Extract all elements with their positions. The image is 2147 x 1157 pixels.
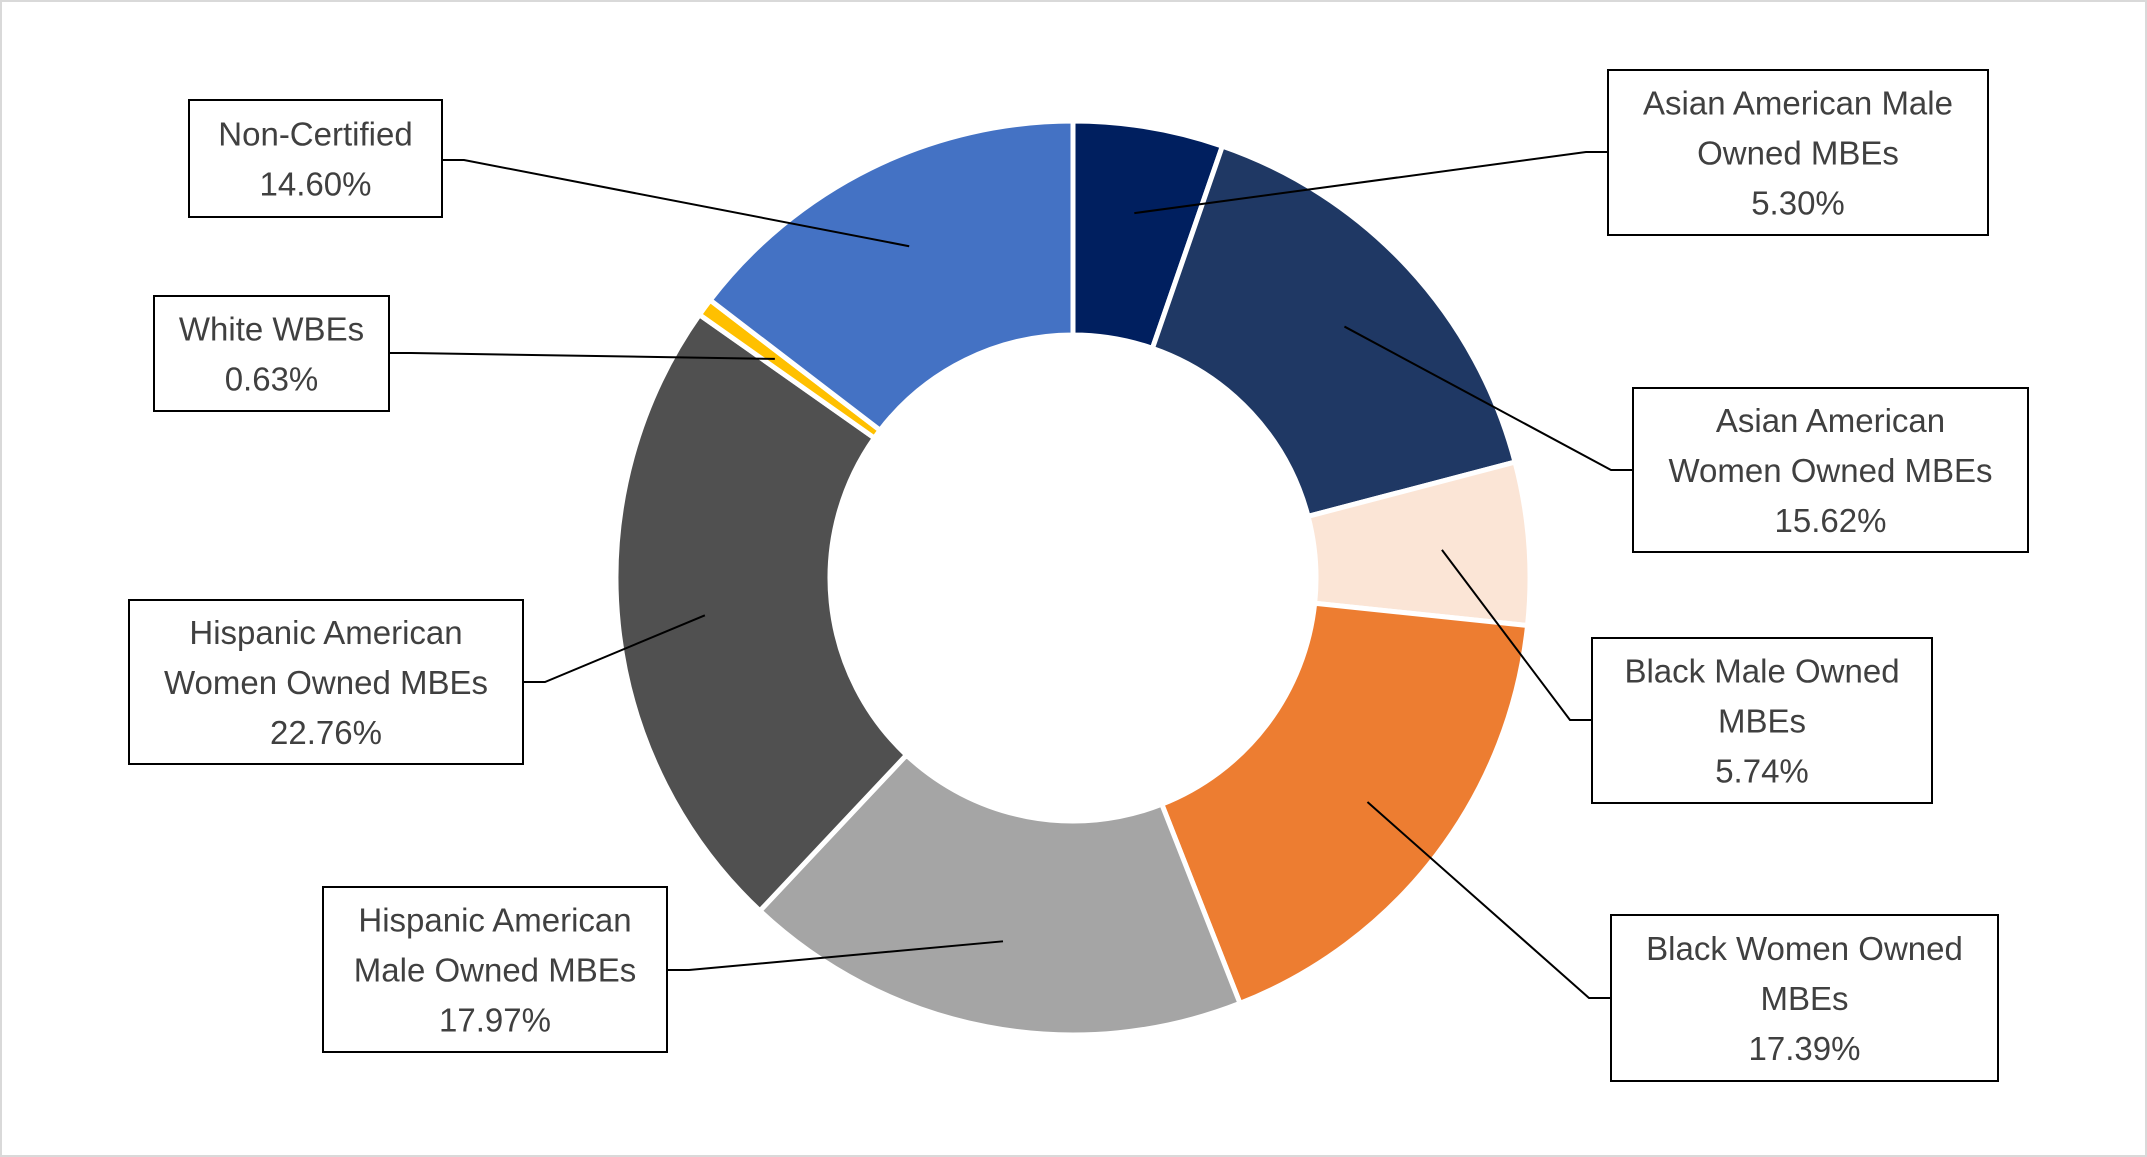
leader-line-3 bbox=[1366, 801, 1611, 999]
data-label-value-7: 14.60% bbox=[260, 166, 372, 203]
labels-group: Asian American Male Owned MBEs 5.30% Asian … bbox=[128, 69, 2029, 1082]
data-label-category-0: Asian American Male bbox=[1643, 85, 1953, 122]
leader-line-7 bbox=[442, 159, 910, 248]
label-box-7 bbox=[188, 99, 443, 218]
slice-4 bbox=[756, 751, 1244, 1038]
data-label-value-6: 0.63% bbox=[225, 361, 319, 398]
slice-5 bbox=[613, 311, 911, 915]
data-label-category-7: Non-Certified bbox=[218, 116, 412, 153]
leader-line-0 bbox=[1134, 151, 1608, 215]
data-label-category-3: MBEs bbox=[1760, 980, 1848, 1017]
data-label-value-0: 5.30% bbox=[1751, 185, 1845, 222]
data-label-category-4: Hispanic American bbox=[358, 902, 631, 939]
leader-line-1 bbox=[1343, 325, 1633, 471]
data-label-category-2: Black Male Owned bbox=[1624, 653, 1899, 690]
data-label-category-4: Male Owned MBEs bbox=[354, 952, 636, 989]
data-label-value-1: 15.62% bbox=[1775, 502, 1887, 539]
data-label-category-2: MBEs bbox=[1718, 703, 1806, 740]
data-label-category-3: Black Women Owned bbox=[1646, 930, 1963, 967]
label-box-1 bbox=[1632, 387, 2029, 553]
data-label-category-1: Asian American bbox=[1716, 402, 1945, 439]
label-box-5 bbox=[128, 599, 524, 765]
leader-lines-group bbox=[389, 151, 1633, 999]
data-label-value-2: 5.74% bbox=[1715, 753, 1809, 790]
label-box-0 bbox=[1607, 69, 1989, 236]
slice-1 bbox=[1149, 142, 1519, 520]
leader-line-4 bbox=[667, 940, 1004, 971]
data-label-category-6: White WBEs bbox=[179, 311, 364, 348]
leader-line-6 bbox=[389, 352, 775, 360]
label-box-3 bbox=[1610, 914, 1999, 1082]
slices-group bbox=[613, 118, 1533, 1038]
data-label-value-5: 22.76% bbox=[270, 714, 382, 751]
leader-line-5 bbox=[523, 614, 706, 683]
label-box-6 bbox=[153, 295, 390, 412]
slice-7 bbox=[706, 118, 1076, 434]
data-label-category-5: Women Owned MBEs bbox=[164, 664, 488, 701]
data-label-value-4: 17.97% bbox=[439, 1002, 551, 1039]
data-label-category-0: Owned MBEs bbox=[1697, 135, 1899, 172]
slice-3 bbox=[1158, 600, 1531, 1007]
data-label-value-3: 17.39% bbox=[1749, 1030, 1861, 1067]
label-box-2 bbox=[1591, 637, 1933, 804]
leader-line-2 bbox=[1441, 549, 1592, 721]
data-label-category-1: Women Owned MBEs bbox=[1668, 452, 1992, 489]
label-box-4 bbox=[322, 886, 668, 1053]
data-label-category-5: Hispanic American bbox=[189, 614, 462, 651]
